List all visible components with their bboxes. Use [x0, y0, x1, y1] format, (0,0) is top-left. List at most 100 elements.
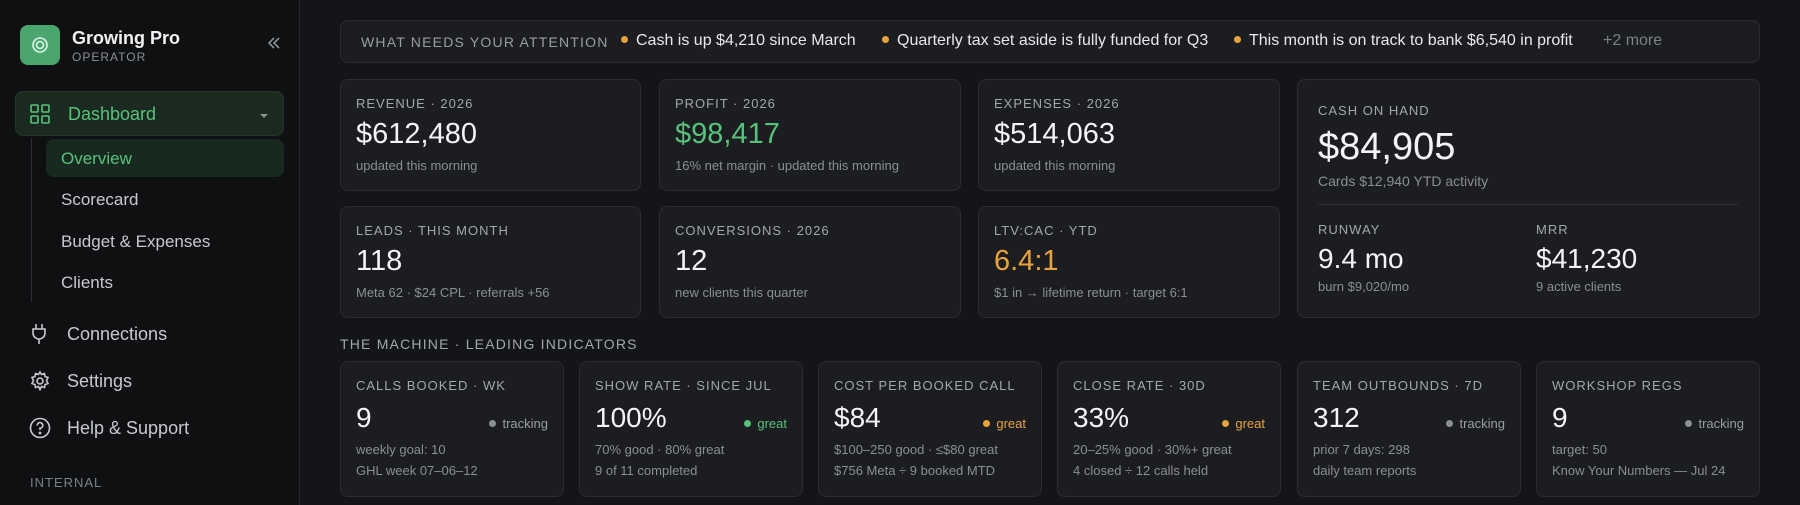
- indicator-line1: target: 50: [1552, 442, 1607, 457]
- attention-more-link[interactable]: +2 more: [1603, 32, 1663, 49]
- gear-icon: [29, 370, 51, 397]
- indicator-label: CLOSE RATE · 30D: [1073, 378, 1206, 393]
- indicator-line2: 4 closed ÷ 12 calls held: [1073, 463, 1209, 478]
- indicator-line1: 70% good · 80% great: [595, 442, 725, 457]
- cash-on-hand-card[interactable]: CASH ON HAND $84,905 Cards $12,940 YTD a…: [1297, 79, 1760, 318]
- kpi-sub: new clients this quarter: [675, 285, 808, 300]
- divider: [1318, 204, 1738, 205]
- indicator-card-team-outbounds[interactable]: TEAM OUTBOUNDS · 7D 312 tracking prior 7…: [1297, 361, 1521, 497]
- kpi-card-expenses[interactable]: EXPENSES · 2026 $514,063 updated this mo…: [978, 79, 1280, 191]
- indicator-card-show-rate[interactable]: SHOW RATE · SINCE JUL 100% great 70% goo…: [579, 361, 803, 497]
- indicator-card-workshop-regs[interactable]: WORKSHOP REGS 9 tracking target: 50 Know…: [1536, 361, 1760, 497]
- kpi-value: $612,480: [356, 118, 477, 150]
- sidebar-item-label: Connections: [67, 324, 168, 344]
- runway-metric: RUNWAY 9.4 mo burn $9,020/mo: [1318, 222, 1409, 294]
- sidebar: Growing Pro OPERATOR Dashboard Overview …: [0, 0, 300, 505]
- sidebar-subitem-budget-expenses[interactable]: Budget & Expenses: [61, 232, 211, 251]
- attention-title: WHAT NEEDS YOUR ATTENTION: [361, 34, 609, 50]
- indicator-line2: $756 Meta ÷ 9 booked MTD: [834, 463, 996, 478]
- indicator-value: 33%: [1073, 402, 1130, 433]
- attention-item[interactable]: This month is on track to bank $6,540 in…: [1234, 32, 1573, 50]
- status-badge: tracking: [489, 416, 548, 431]
- attention-bar: WHAT NEEDS YOUR ATTENTION Cash is up $4,…: [340, 20, 1760, 63]
- chevron-down-icon: [259, 108, 269, 126]
- status-badge: great: [983, 416, 1026, 431]
- help-circle-icon: [29, 417, 51, 444]
- indicator-label: SHOW RATE · SINCE JUL: [595, 378, 772, 393]
- grid-icon: [30, 104, 50, 129]
- indicator-card-calls-booked[interactable]: CALLS BOOKED · WK 9 tracking weekly goal…: [340, 361, 564, 497]
- attention-text: Quarterly tax set aside is fully funded …: [897, 32, 1209, 49]
- kpi-card-ltv-cac[interactable]: LTV:CAC · YTD 6.4:1 $1 in → lifetime ret…: [978, 206, 1280, 318]
- kpi-sub: 16% net margin · updated this morning: [675, 158, 900, 173]
- kpi-card-leads[interactable]: LEADS · THIS MONTH 118 Meta 62 · $24 CPL…: [340, 206, 641, 318]
- kpi-label: CONVERSIONS · 2026: [675, 223, 830, 238]
- sidebar-item-help[interactable]: Help & Support: [15, 408, 284, 448]
- indicator-label: TEAM OUTBOUNDS · 7D: [1313, 378, 1483, 393]
- kpi-card-revenue[interactable]: REVENUE · 2026 $612,480 updated this mor…: [340, 79, 641, 191]
- runway-label: RUNWAY: [1318, 222, 1381, 237]
- attention-dot: [621, 36, 628, 43]
- mrr-label: MRR: [1536, 222, 1569, 237]
- sidebar-subitem-overview[interactable]: Overview: [46, 139, 284, 177]
- attention-text: Cash is up $4,210 since March: [636, 32, 856, 49]
- indicator-card-close-rate[interactable]: CLOSE RATE · 30D 33% great 20–25% good ·…: [1057, 361, 1281, 497]
- indicator-value: 9: [1552, 402, 1568, 433]
- attention-item[interactable]: Quarterly tax set aside is fully funded …: [882, 32, 1208, 50]
- mrr-value: $41,230: [1536, 243, 1638, 274]
- kpi-label: LTV:CAC · YTD: [994, 223, 1098, 238]
- kpi-sub: updated this morning: [356, 158, 478, 173]
- sidebar-item-dashboard[interactable]: Dashboard: [15, 91, 284, 136]
- cash-value: $84,905: [1318, 126, 1456, 168]
- kpi-label: REVENUE · 2026: [356, 96, 474, 111]
- indicator-line2: Know Your Numbers — Jul 24: [1552, 463, 1726, 478]
- double-chevron-left-icon[interactable]: [262, 33, 286, 57]
- kpi-sub: Meta 62 · $24 CPL · referrals +56: [356, 285, 550, 300]
- sidebar-item-label: Dashboard: [68, 104, 157, 124]
- indicator-label: CALLS BOOKED · WK: [356, 378, 506, 393]
- indicator-line2: GHL week 07–06–12: [356, 463, 478, 478]
- indicator-card-cost-per-call[interactable]: COST PER BOOKED CALL $84 great $100–250 …: [818, 361, 1042, 497]
- kpi-sub: $1 in → lifetime return · target 6:1: [994, 285, 1188, 300]
- indicator-value: 100%: [595, 402, 667, 433]
- kpi-value: 12: [675, 245, 708, 277]
- sidebar-subitem-clients[interactable]: Clients: [61, 273, 113, 292]
- sidebar-item-settings[interactable]: Settings: [15, 361, 284, 401]
- indicator-line2: 9 of 11 completed: [595, 463, 698, 478]
- sidebar-subitem-scorecard[interactable]: Scorecard: [61, 190, 139, 209]
- cash-sub: Cards $12,940 YTD activity: [1318, 173, 1489, 189]
- attention-dot: [1234, 36, 1241, 43]
- indicator-value: 9: [356, 402, 372, 433]
- mrr-sub: 9 active clients: [1536, 279, 1622, 294]
- kpi-value: 118: [356, 245, 403, 277]
- runway-value: 9.4 mo: [1318, 243, 1404, 274]
- indicator-value: 312: [1313, 402, 1360, 433]
- attention-dot: [882, 36, 889, 43]
- indicator-line1: 20–25% good · 30%+ great: [1073, 442, 1232, 457]
- target-icon: [20, 25, 60, 65]
- plug-icon: [29, 323, 49, 350]
- brand-role: OPERATOR: [72, 50, 147, 64]
- brand: Growing Pro OPERATOR: [20, 25, 280, 67]
- kpi-value: 6.4:1: [994, 245, 1059, 277]
- kpi-value: $514,063: [994, 118, 1115, 150]
- sidebar-item-connections[interactable]: Connections: [15, 314, 284, 354]
- runway-sub: burn $9,020/mo: [1318, 279, 1410, 294]
- status-badge: great: [1222, 416, 1265, 431]
- brand-name: Growing Pro: [72, 28, 180, 48]
- indicator-line1: $100–250 good · ≤$80 great: [834, 442, 998, 457]
- attention-text: This month is on track to bank $6,540 in…: [1249, 32, 1573, 49]
- kpi-card-profit[interactable]: PROFIT · 2026 $98,417 16% net margin · u…: [659, 79, 961, 191]
- kpi-card-conversions[interactable]: CONVERSIONS · 2026 12 new clients this q…: [659, 206, 961, 318]
- kpi-label: EXPENSES · 2026: [994, 96, 1120, 111]
- kpi-label: LEADS · THIS MONTH: [356, 223, 509, 238]
- indicator-line1: weekly goal: 10: [356, 442, 446, 457]
- subnav-guide: [31, 138, 32, 302]
- kpi-label: PROFIT · 2026: [675, 96, 776, 111]
- attention-item[interactable]: Cash is up $4,210 since March: [621, 32, 856, 50]
- cash-label: CASH ON HAND: [1318, 103, 1430, 118]
- indicator-value: $84: [834, 402, 881, 433]
- mrr-metric: MRR $41,230 9 active clients: [1536, 222, 1637, 294]
- indicator-label: WORKSHOP REGS: [1552, 378, 1683, 393]
- sidebar-item-label: Settings: [67, 371, 133, 391]
